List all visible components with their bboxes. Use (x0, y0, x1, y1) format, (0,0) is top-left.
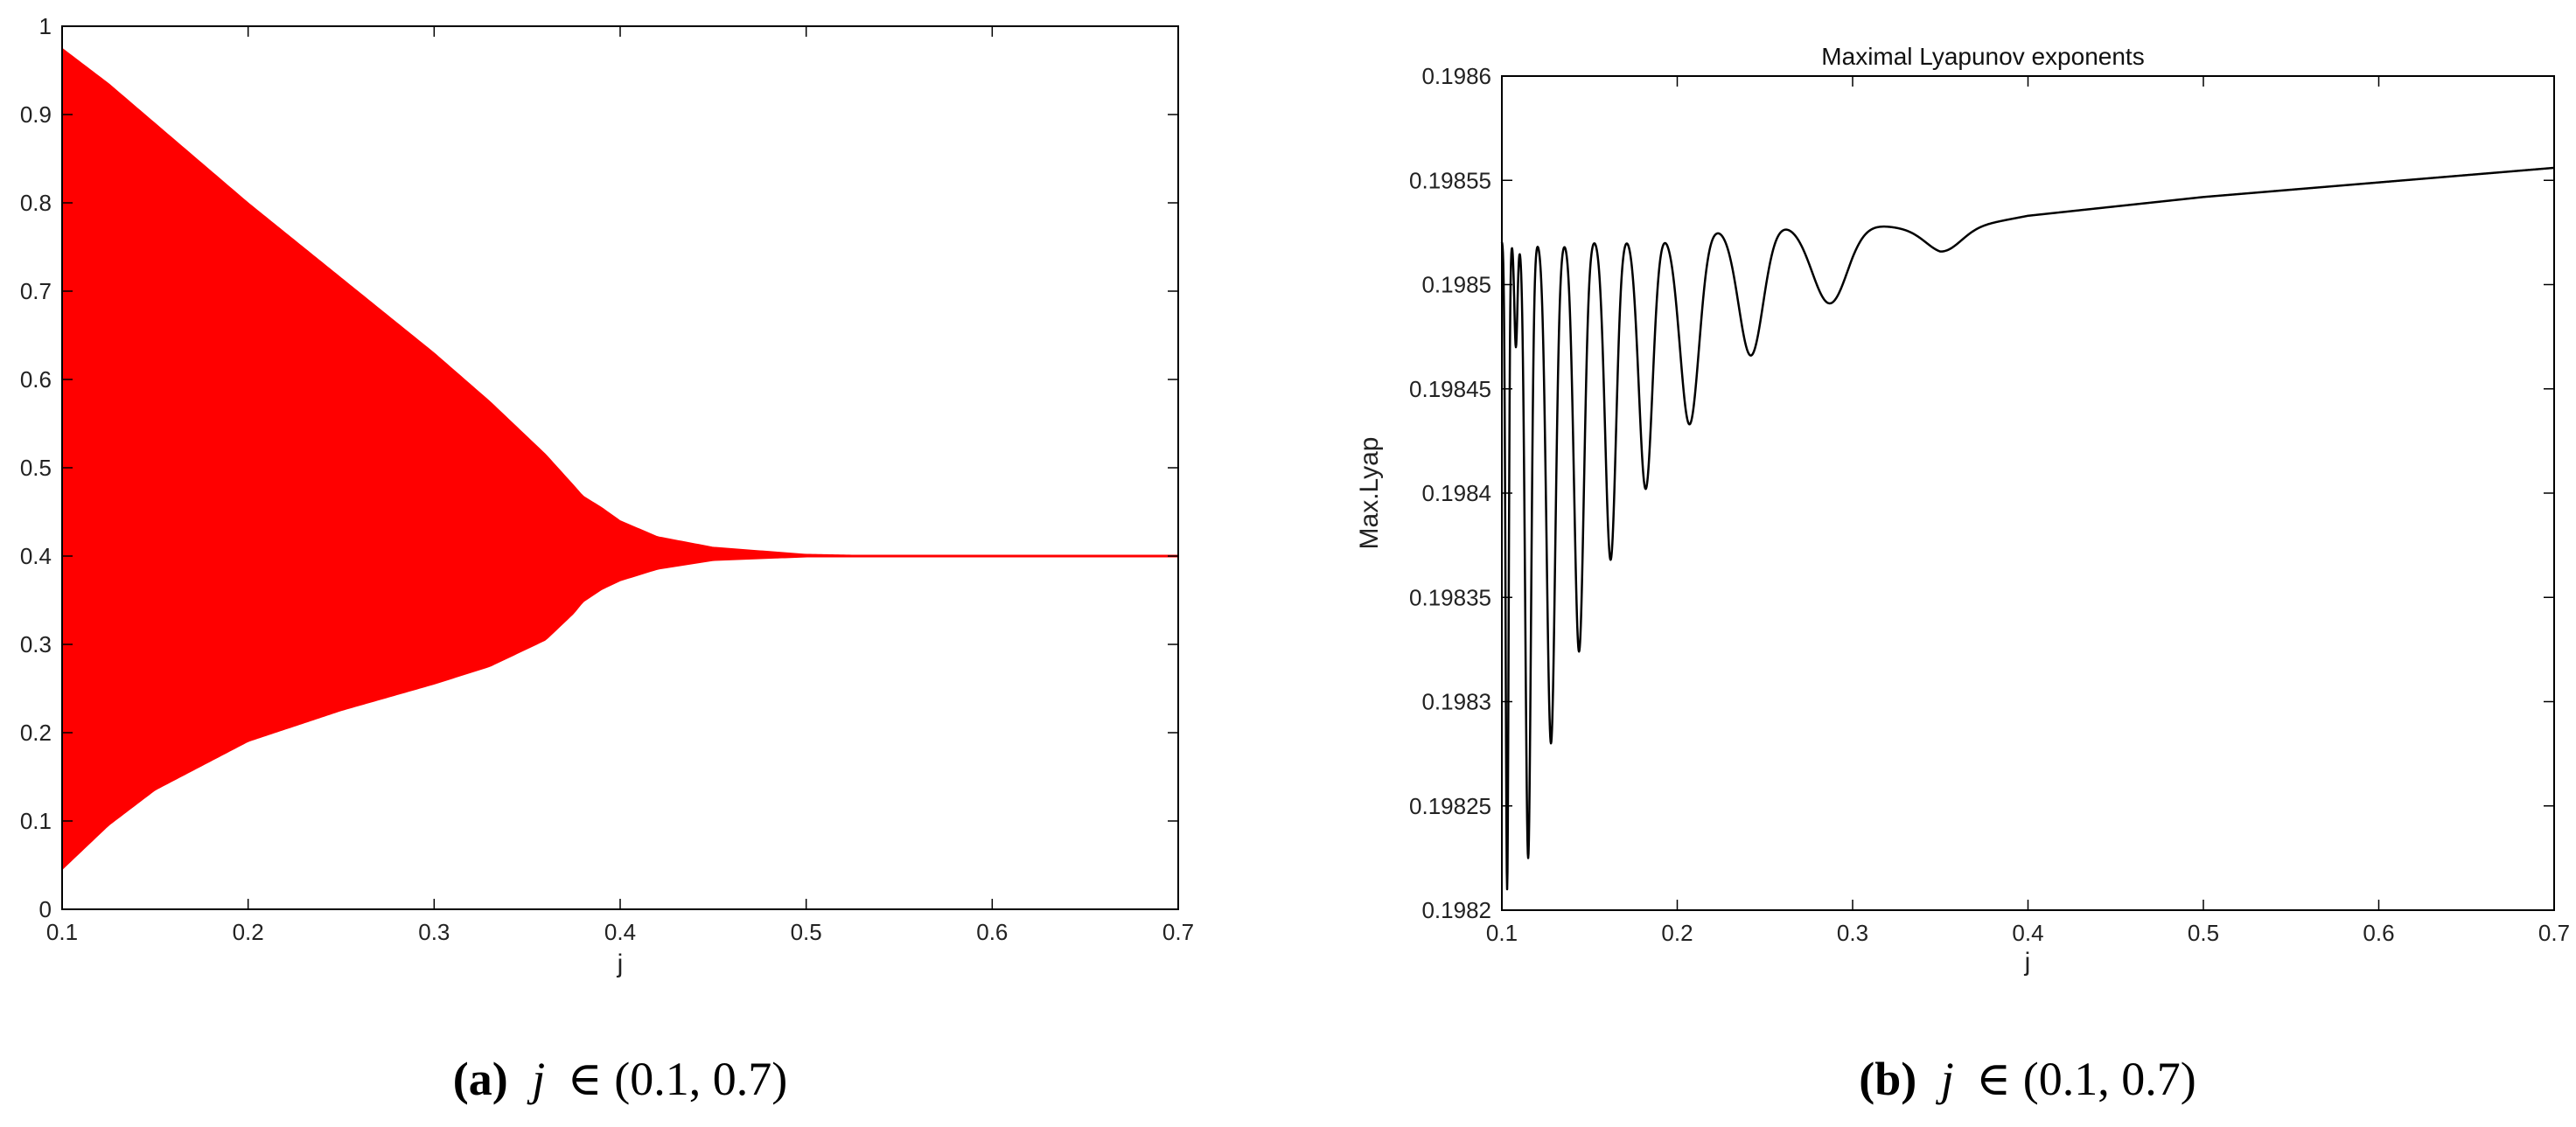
b-xtick-label: 0.5 (2188, 920, 2219, 946)
panel-b-chart: Maximal Lyapunov exponents 0.1 0.2 0.3 0.4 0… (1355, 43, 2570, 977)
caption-b: (b) j ∈ (0.1, 0.7) (1859, 1053, 2196, 1105)
caption-b-relation: ∈ (0.1, 0.7) (1976, 1053, 2196, 1105)
a-xtick-label: 0.6 (976, 919, 1008, 945)
a-ytick-label: 0.5 (20, 455, 52, 481)
b-ytick-label: 0.1984 (1421, 480, 1491, 506)
b-xtick-label: 0.1 (1486, 920, 1518, 946)
caption-b-label: (b) (1859, 1053, 1916, 1105)
b-ytick-label: 0.1986 (1421, 63, 1491, 89)
b-ytick-label: 0.19835 (1409, 584, 1491, 610)
b-ytick-label: 0.1982 (1421, 897, 1491, 923)
b-ytick-label: 0.19855 (1409, 167, 1491, 193)
b-xtick-label: 0.2 (1661, 920, 1693, 946)
a-xtick-label: 0.7 (1162, 919, 1194, 945)
panel-b-x-ticks: 0.1 0.2 0.3 0.4 0.5 0.6 0.7 (1486, 76, 2570, 946)
a-ytick-label: 0.2 (20, 720, 52, 746)
a-ytick-label: 0.7 (20, 278, 52, 304)
a-xtick-label: 0.2 (233, 919, 264, 945)
b-xtick-label: 0.7 (2538, 920, 2570, 946)
panel-a-y-ticks: 0 0.1 0.2 0.3 0.4 0.5 0.6 0.7 0.8 0.9 1 (20, 13, 1178, 922)
panel-b-lyapunov-line (1500, 166, 2555, 891)
a-ytick-label: 0.4 (20, 543, 52, 569)
a-ytick-label: 0.6 (20, 366, 52, 393)
a-xtick-label: 0.3 (418, 919, 450, 945)
a-ytick-label: 0.8 (20, 190, 52, 216)
a-ytick-label: 0 (39, 896, 52, 922)
b-xtick-label: 0.3 (1837, 920, 1868, 946)
a-ytick-label: 0.9 (20, 101, 52, 128)
panel-a-x-ticks: 0.1 0.2 0.3 0.4 0.5 0.6 0.7 (46, 26, 1194, 945)
b-ytick-label: 0.19845 (1409, 376, 1491, 402)
a-ytick-label: 1 (39, 13, 52, 39)
panel-a-chart: 0.1 0.2 0.3 0.4 0.5 0.6 0.7 00.10.20.30.40.50.… (20, 13, 1194, 978)
caption-a-label: (a) (453, 1053, 508, 1105)
a-xtick-label: 0.5 (791, 919, 822, 945)
panel-b-title: Maximal Lyapunov exponents (1821, 43, 2144, 70)
b-ytick-label: 0.1985 (1421, 272, 1491, 298)
a-ytick-label: 0.3 (20, 631, 52, 657)
panel-b-x-label: j (2024, 948, 2031, 977)
b-ytick-label: 0.19825 (1409, 793, 1491, 819)
a-xtick-label: 0.4 (604, 919, 636, 945)
panel-b-y-label: Max.Lyap (1355, 437, 1384, 550)
panel-b-plot-area (1500, 166, 2555, 891)
panel-a-envelope-area (61, 47, 1178, 871)
a-xtick-label: 0.1 (46, 919, 78, 945)
panel-a-x-label: j (617, 950, 624, 978)
panel-a-plot-area (61, 47, 1178, 871)
caption-a-relation: ∈ (0.1, 0.7) (568, 1053, 787, 1105)
caption-a: (a) j ∈ (0.1, 0.7) (453, 1053, 787, 1105)
caption-a-variable: j (527, 1053, 545, 1105)
panel-b-y-ticks: 0.1982 0.19825 0.1983 0.19835 0.1984 0.19845 0… (1409, 63, 2554, 923)
panel-b-axes-frame (1501, 75, 2555, 911)
b-ytick-label: 0.1983 (1421, 689, 1491, 715)
a-ytick-label: 0.1 (20, 808, 52, 834)
caption-b-variable: j (1936, 1053, 1954, 1105)
b-xtick-label: 0.6 (2363, 920, 2394, 946)
b-xtick-label: 0.4 (2012, 920, 2043, 946)
